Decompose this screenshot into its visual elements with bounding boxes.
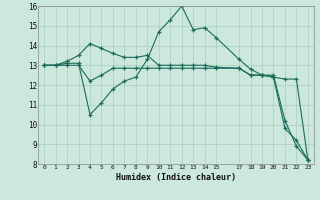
X-axis label: Humidex (Indice chaleur): Humidex (Indice chaleur) bbox=[116, 173, 236, 182]
